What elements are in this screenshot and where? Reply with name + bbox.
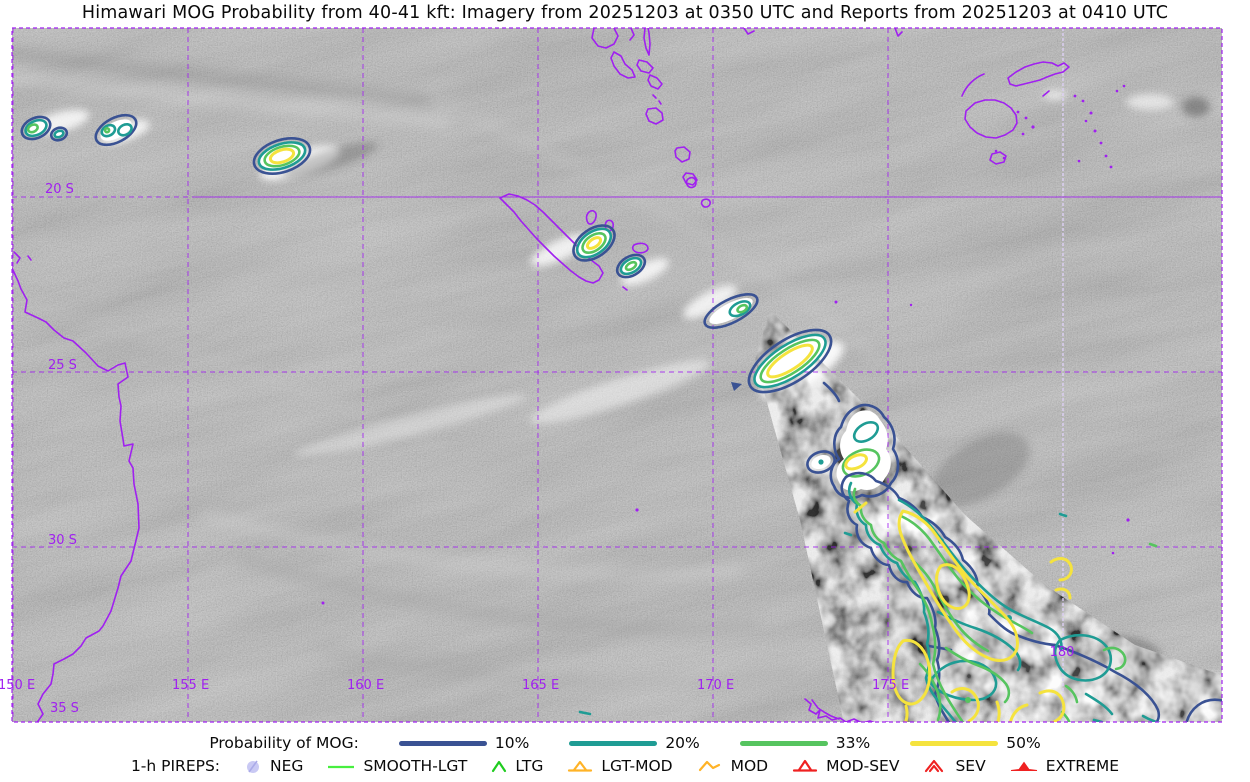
- double-caret-icon: [925, 759, 944, 773]
- neg-circle-slash-icon: [247, 760, 260, 773]
- legend-item-lgt-mod: LGT-MOD: [567, 757, 673, 775]
- lat-label-30s: 30 S: [48, 533, 77, 548]
- mog-probability-contours: [20, 113, 1222, 722]
- legend-item-10pct: 10%: [398, 734, 529, 752]
- map-border: [11, 27, 1223, 723]
- coastline-new-zealand: [804, 698, 888, 722]
- legend-probability: Probability of MOG: 10% 20% 33% 50%: [0, 732, 1250, 754]
- legend-item-neg: NEG: [244, 757, 303, 775]
- lon-label-175e: 175 E: [872, 678, 909, 693]
- coastline-vanuatu: [591, 28, 698, 186]
- caret-icon: [698, 760, 720, 772]
- line-33pct-icon: [739, 740, 828, 746]
- cloud-streaks: [12, 49, 882, 688]
- legend-item-sev: SEV: [923, 757, 986, 775]
- line-50pct-icon: [910, 740, 999, 746]
- line-10pct-icon: [398, 740, 487, 746]
- grid-labels: 20 S 25 S 30 S 35 S 150 E 155 E 160 E 16…: [0, 182, 1074, 716]
- caret-icon: [492, 760, 507, 773]
- caret-over-base-icon: [568, 760, 593, 772]
- lon-label-155e: 155 E: [172, 678, 209, 693]
- legend-probability-title: Probability of MOG:: [209, 734, 359, 752]
- page-title: Himawari MOG Probability from 40-41 kft:…: [81, 3, 1169, 23]
- legend-item-ltg: LTG: [491, 757, 543, 775]
- island-dots: [321, 84, 1130, 605]
- lon-label-165e: 165 E: [522, 678, 559, 693]
- legend-item-extreme: EXTREME: [1010, 757, 1119, 775]
- lon-label-160e: 160 E: [347, 678, 384, 693]
- lat-label-20s: 20 S: [45, 182, 74, 197]
- coastline-new-caledonia: [499, 193, 604, 284]
- legend-item-33pct: 33%: [739, 734, 870, 752]
- legend-item-50pct: 50%: [910, 734, 1041, 752]
- line-20pct-icon: [569, 740, 658, 746]
- legend-item-smooth-lgt: SMOOTH-LGT: [327, 757, 467, 775]
- lat-label-25s: 25 S: [48, 358, 77, 373]
- lon-label-150e: 150 E: [0, 678, 35, 693]
- graticule: [12, 28, 1222, 722]
- coastline-fiji: [961, 61, 1070, 165]
- lon-label-180: 180: [1050, 645, 1075, 660]
- legend-item-mod-sev: MOD-SEV: [792, 757, 899, 775]
- lat-label-35s: 35 S: [50, 701, 79, 716]
- horizontal-line-icon: [328, 765, 355, 769]
- lon-label-170e: 170 E: [697, 678, 734, 693]
- coastlines: [12, 28, 1130, 722]
- legend-item-mod: MOD: [697, 757, 768, 775]
- filled-triangle-icon: [1010, 761, 1037, 771]
- legend-item-20pct: 20%: [569, 734, 700, 752]
- coastline-australia: [12, 267, 140, 722]
- legend-pireps-title: 1-h PIREPS:: [130, 757, 221, 775]
- legend-pireps: 1-h PIREPS: NEG SMOOTH-LGT LTG LGT-MOD M…: [0, 755, 1250, 777]
- caret-over-base-icon: [793, 759, 818, 772]
